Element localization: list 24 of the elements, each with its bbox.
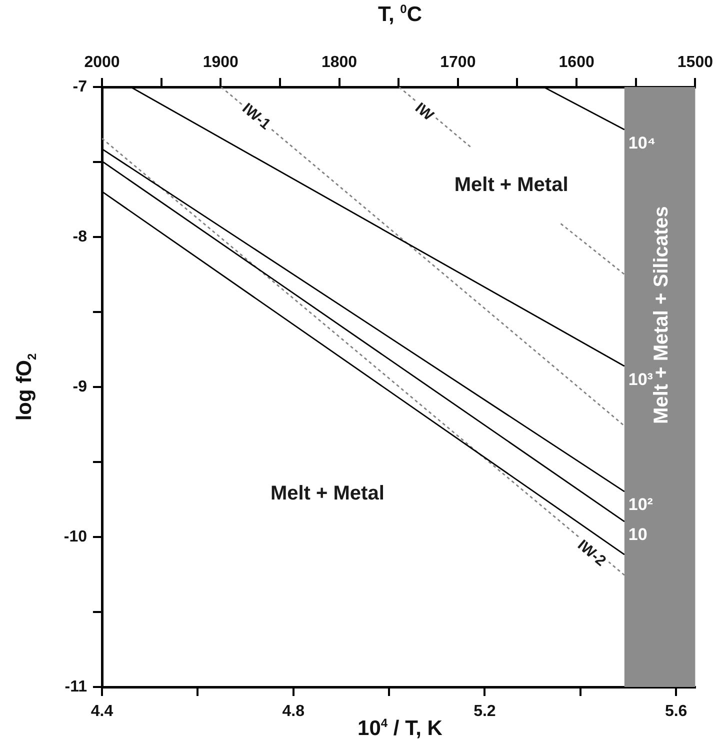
x-tick-label: 5.6: [664, 703, 688, 720]
x-tick-label: 4.8: [282, 703, 305, 720]
y-tick-label: -7: [72, 78, 88, 96]
y-tick-label: -8: [72, 228, 88, 246]
x2-tick-label: 1700: [440, 54, 476, 71]
series-label: 10²: [628, 495, 654, 514]
series-label: 10⁴: [628, 133, 656, 152]
annotation: Melt + Metal: [270, 482, 384, 504]
series-label: 10³: [628, 370, 654, 389]
x-axis-title: 10$^{4}$ / T, K: [358, 716, 442, 741]
x2-axis-title: T, $^{0}$C: [378, 2, 422, 27]
x2-tick-label: 1800: [321, 54, 358, 71]
y-tick-label: -11: [64, 678, 88, 696]
x-tick-label: 4.4: [90, 703, 114, 720]
annotation: Melt + Metal: [454, 174, 568, 196]
x2-tick-label: 1900: [202, 54, 239, 71]
series-label: 10: [628, 525, 648, 544]
x2-tick-label: 1600: [558, 54, 594, 71]
x-tick-label: 5.2: [474, 703, 496, 720]
x2-tick-label: 1500: [677, 54, 714, 71]
annotation: IW: [412, 100, 438, 125]
y-tick-label: -10: [64, 528, 88, 546]
y-tick-label: -9: [72, 378, 88, 396]
x2-tick-label: 2000: [84, 54, 120, 71]
